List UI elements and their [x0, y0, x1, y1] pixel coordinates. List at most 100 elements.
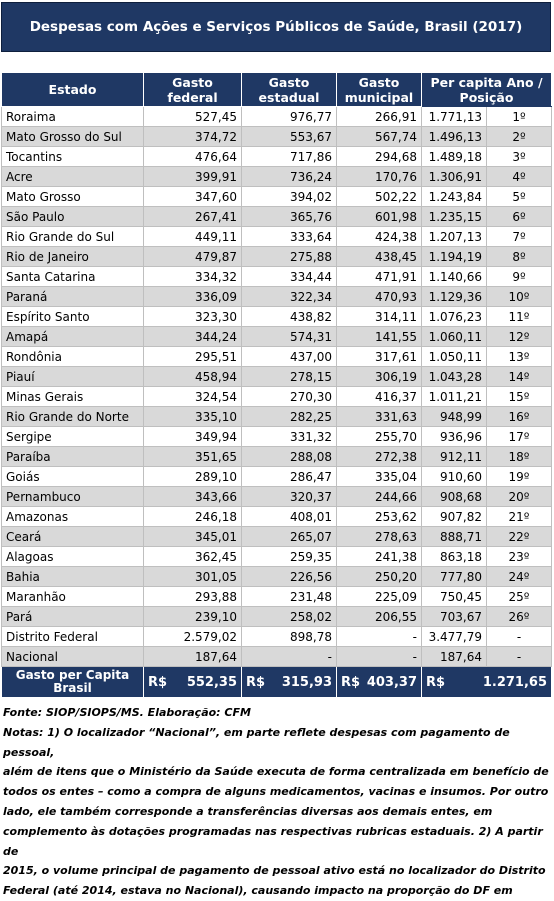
cell-municipal: 170,76: [336, 166, 422, 187]
cell-federal: 323,30: [143, 306, 242, 327]
cell-posicao: 18º: [485, 446, 553, 467]
cell-percapita: 863,18: [421, 546, 487, 567]
cell-percapita: 187,64: [421, 646, 487, 667]
cell-estado: Rio Grande do Norte: [1, 406, 144, 427]
table-row: Roraima 527,45 976,77 266,91 1.771,13 1º: [1, 106, 553, 127]
cell-percapita: 948,99: [421, 406, 487, 427]
cell-percapita: 777,80: [421, 566, 487, 587]
cell-estadual: 322,34: [241, 286, 337, 307]
cell-municipal: 253,62: [336, 506, 422, 527]
cell-posicao: 9º: [485, 266, 553, 287]
cell-federal: 301,05: [143, 566, 242, 587]
cell-federal: 2.579,02: [143, 626, 242, 647]
cell-percapita: 908,68: [421, 486, 487, 507]
cell-estadual: 265,07: [241, 526, 337, 547]
cell-posicao: 24º: [485, 566, 553, 587]
cell-municipal: 244,66: [336, 486, 422, 507]
cell-percapita: 910,60: [421, 466, 487, 487]
table-body: Roraima 527,45 976,77 266,91 1.771,13 1º Mato …: [1, 106, 553, 667]
cell-estadual: 288,08: [241, 446, 337, 467]
cell-federal: 239,10: [143, 606, 242, 627]
cell-estado: Tocantins: [1, 146, 144, 167]
footer-estadual: R$ 315,93: [241, 666, 337, 698]
cell-estado: Santa Catarina: [1, 266, 144, 287]
cell-municipal: 335,04: [336, 466, 422, 487]
cell-estado: Goiás: [1, 466, 144, 487]
cell-estado: Mato Grosso do Sul: [1, 126, 144, 147]
cell-federal: 335,10: [143, 406, 242, 427]
cell-federal: 289,10: [143, 466, 242, 487]
cell-estado: Paraná: [1, 286, 144, 307]
table-row: Paraíba 351,65 288,08 272,38 912,11 18º: [1, 446, 553, 467]
cell-estadual: 365,76: [241, 206, 337, 227]
cell-estadual: 736,24: [241, 166, 337, 187]
table-row: Nacional 187,64- -187,64-: [1, 646, 553, 667]
cell-percapita: 1.140,66: [421, 266, 487, 287]
cell-federal: 187,64: [143, 646, 242, 667]
cell-estadual: 282,25: [241, 406, 337, 427]
cell-estado: Amapá: [1, 326, 144, 347]
cell-posicao: 17º: [485, 426, 553, 447]
cell-federal: 351,65: [143, 446, 242, 467]
cell-percapita: 1.050,11: [421, 346, 487, 367]
cell-posicao: 10º: [485, 286, 553, 307]
cell-estadual: 286,47: [241, 466, 337, 487]
cell-estado: Minas Gerais: [1, 386, 144, 407]
cell-municipal: 255,70: [336, 426, 422, 447]
cell-estadual: 898,78: [241, 626, 337, 647]
cell-federal: 362,45: [143, 546, 242, 567]
table-row: Rio Grande do Sul 449,11 333,64 424,38 1.207…: [1, 226, 553, 247]
cell-municipal: 250,20: [336, 566, 422, 587]
footer-label: Gasto per Capita Brasil: [1, 666, 144, 698]
cell-estadual: 437,00: [241, 346, 337, 367]
cell-municipal: 331,63: [336, 406, 422, 427]
table-row: Piauí 458,94 278,15 306,19 1.043,28 14º: [1, 366, 553, 387]
cell-federal: 334,32: [143, 266, 242, 287]
health-spending-table: Estado Gasto federal Gasto estadual Gasto m…: [1, 72, 553, 698]
cell-estado: Rio de Janeiro: [1, 246, 144, 267]
cell-federal: 345,01: [143, 526, 242, 547]
cell-percapita: 1.771,13: [421, 106, 487, 127]
cell-estado: Roraima: [1, 106, 144, 127]
note-line: Federal (até 2014, estava no Nacional), …: [3, 884, 513, 898]
cell-percapita: 1.076,23: [421, 306, 487, 327]
cell-estado: Alagoas: [1, 546, 144, 567]
cell-percapita: 1.043,28: [421, 366, 487, 387]
cell-estado: Ceará: [1, 526, 144, 547]
cell-estado: Sergipe: [1, 426, 144, 447]
cell-estadual: 259,35: [241, 546, 337, 567]
cell-municipal: 471,91: [336, 266, 422, 287]
table-row: Espírito Santo 323,30 438,82 314,11 1.076,23…: [1, 306, 553, 327]
cell-municipal: 502,22: [336, 186, 422, 207]
cell-estadual: 275,88: [241, 246, 337, 267]
cell-federal: 267,41: [143, 206, 242, 227]
cell-posicao: 7º: [485, 226, 553, 247]
cell-municipal: 294,68: [336, 146, 422, 167]
cell-estado: Maranhão: [1, 586, 144, 607]
table-row: Tocantins 476,64 717,86 294,68 1.489,18 3º: [1, 146, 553, 167]
cell-estado: Rondônia: [1, 346, 144, 367]
cell-posicao: 5º: [485, 186, 553, 207]
table-row: Ceará 345,01 265,07 278,63 888,71 22º: [1, 526, 553, 547]
cell-municipal: 241,38: [336, 546, 422, 567]
cell-estado: Mato Grosso: [1, 186, 144, 207]
table-title: Despesas com Ações e Serviços Públicos d…: [1, 2, 551, 52]
cell-estadual: 226,56: [241, 566, 337, 587]
cell-estado: Nacional: [1, 646, 144, 667]
cell-posicao: 22º: [485, 526, 553, 547]
cell-federal: 324,54: [143, 386, 242, 407]
cell-posicao: 1º: [485, 106, 553, 127]
cell-percapita: 1.207,13: [421, 226, 487, 247]
cell-posicao: 23º: [485, 546, 553, 567]
cell-estado: Espírito Santo: [1, 306, 144, 327]
cell-municipal: 225,09: [336, 586, 422, 607]
note-line: todos os entes – como a compra de alguns…: [3, 785, 549, 799]
cell-estadual: 408,01: [241, 506, 337, 527]
cell-estadual: 270,30: [241, 386, 337, 407]
cell-federal: 344,24: [143, 326, 242, 347]
table-row: Rio Grande do Norte 335,10 282,25 331,63 948…: [1, 406, 553, 427]
cell-percapita: 888,71: [421, 526, 487, 547]
cell-federal: 374,72: [143, 126, 242, 147]
cell-estadual: -: [241, 646, 337, 667]
cell-posicao: -: [485, 646, 553, 667]
